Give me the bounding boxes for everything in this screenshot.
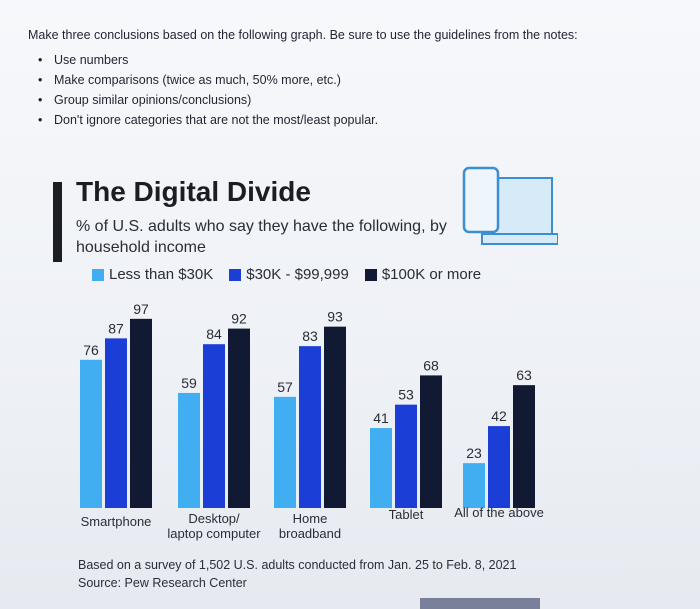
bar	[228, 328, 250, 508]
bar-value-label: 76	[83, 342, 99, 358]
chart-legend: Less than $30K $30K - $99,999 $100K or m…	[92, 266, 481, 283]
bar-value-label: 68	[423, 357, 439, 373]
bar-value-label: 63	[516, 367, 532, 383]
bar	[130, 318, 152, 508]
legend-label-low: Less than $30K	[109, 266, 214, 283]
category-label: Smartphone	[81, 514, 152, 529]
bar-value-label: 83	[302, 328, 318, 344]
legend-item-high: $100K or more	[364, 266, 482, 283]
bar	[488, 426, 510, 508]
guideline-item: Use numbers	[28, 50, 678, 70]
guideline-item: Make comparisons (twice as much, 50% mor…	[28, 70, 678, 90]
bar	[105, 338, 127, 508]
chart-subtitle: % of U.S. adults who say they have the f…	[76, 218, 447, 256]
bar	[395, 404, 417, 508]
legend-swatch-mid	[229, 268, 242, 281]
phone-laptop-icon	[462, 166, 558, 245]
bar-value-label: 57	[277, 379, 293, 395]
bar	[80, 359, 102, 508]
bar	[178, 392, 200, 508]
legend-label-high: $100K or more	[381, 266, 482, 283]
bar-value-label: 23	[466, 445, 482, 461]
bar	[299, 346, 321, 508]
bar-value-label: 42	[491, 408, 507, 424]
category-label: Home broadband	[279, 511, 341, 541]
chart-footnote: Based on a survey of 1,502 U.S. adults c…	[78, 556, 516, 592]
bar-value-label: 87	[108, 320, 124, 336]
guideline-list: Use numbers Make comparisons (twice as m…	[28, 50, 678, 130]
bar	[370, 428, 392, 508]
bar-value-label: 97	[133, 301, 149, 317]
legend-swatch-low	[92, 268, 104, 281]
bar	[324, 326, 346, 508]
cropped-logo-strip	[420, 598, 540, 609]
category-label: Tablet	[389, 507, 424, 522]
guideline-item: Don't ignore categories that are not the…	[28, 110, 678, 130]
bar	[463, 463, 485, 508]
legend-item-low: Less than $30K	[92, 266, 213, 283]
survey-note: Based on a survey of 1,502 U.S. adults c…	[78, 558, 517, 572]
source-note: Source: Pew Research Center	[78, 576, 247, 590]
bar-value-label: 59	[181, 375, 197, 391]
bar	[274, 396, 296, 508]
guideline-item: Group similar opinions/conclusions)	[28, 90, 678, 110]
bar-value-label: 53	[398, 387, 414, 403]
legend-swatch-high	[364, 268, 377, 281]
chart-title: The Digital Divide	[76, 176, 311, 207]
legend-label-mid: $30K - $99,999	[246, 266, 349, 283]
bar	[420, 375, 442, 508]
legend-item-mid: $30K - $99,999	[229, 266, 349, 283]
assignment-prompt: Make three conclusions based on the foll…	[28, 26, 678, 130]
bar-value-label: 92	[231, 311, 247, 327]
title-accent-bar	[53, 182, 62, 262]
prompt-text: Make three conclusions based on the foll…	[28, 28, 578, 42]
bar	[513, 385, 535, 508]
bar-value-label: 41	[373, 410, 389, 426]
bar-value-label: 84	[206, 326, 222, 342]
category-label: Desktop/laptop computer	[167, 511, 261, 541]
category-label: All of the above	[454, 505, 544, 520]
bar	[203, 344, 225, 508]
bar-value-label: 93	[327, 309, 343, 325]
